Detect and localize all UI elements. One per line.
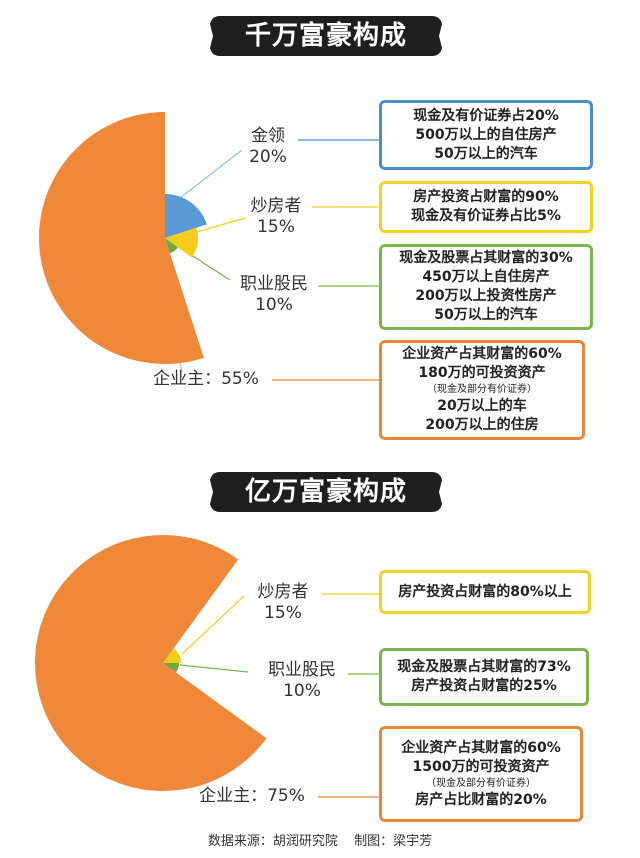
pie-slice-企业主 xyxy=(39,112,204,365)
pie-slice-职业股民 xyxy=(165,238,178,254)
info-box-qiye-1: 企业资产占其财富的60% 180万的可投资资产 （现金及部分有价证券） 20万以… xyxy=(379,340,585,440)
label-qiye-1: 企业主：55% xyxy=(140,369,272,390)
label-chaofang-2: 炒房者 15% xyxy=(246,582,320,624)
info-line: 现金及有价证券占20% xyxy=(413,107,559,124)
pie-slice-金领 xyxy=(165,194,207,238)
label-qiye-2: 企业主：75% xyxy=(186,786,318,807)
info-line: 50万以上的汽车 xyxy=(434,145,538,162)
pie-chart-1 xyxy=(39,112,207,365)
label-gumin-1: 职业股民 10% xyxy=(228,274,320,316)
pie-slice-企业主 xyxy=(34,535,267,791)
section-1-title: 千万富豪构成 xyxy=(244,21,407,51)
info-box-chaofang-1: 房产投资占财富的90% 现金及有价证券占比5% xyxy=(379,181,593,233)
footer-source: 数据来源：胡润研究院 xyxy=(207,834,338,849)
label-gumin-1-name: 职业股民 xyxy=(240,274,308,294)
label-qiye-2-name: 企业主：75% xyxy=(199,786,305,806)
footer-author: 制图：梁宇芳 xyxy=(354,834,433,849)
info-box-gumin-1: 现金及股票占其财富的30% 450万以上自住房产 200万以上投资性房产 50万… xyxy=(379,244,593,330)
section-2-title-banner: 亿万富豪构成 xyxy=(208,468,444,516)
info-line: 200万以上投资性房产 xyxy=(415,288,557,304)
label-jinling-pct: 20% xyxy=(249,147,287,167)
leader-line-chaofang-1 xyxy=(189,217,246,235)
label-chaofang-1-name: 炒房者 xyxy=(250,196,302,216)
label-chaofang-2-pct: 15% xyxy=(264,603,302,623)
leader-line-gumin-2 xyxy=(179,664,249,673)
label-gumin-2: 职业股民 10% xyxy=(256,660,348,702)
info-line: 450万以上自住房产 xyxy=(422,269,550,285)
info-line: 现金及股票占其财富的73% xyxy=(397,659,571,675)
leader-line-chaofang-2 xyxy=(181,595,245,655)
pie-slice-炒房者 xyxy=(163,648,181,663)
label-qiye-1-name: 企业主：55% xyxy=(153,369,259,389)
banner-shape xyxy=(210,16,442,56)
info-box-chaofang-2: 房产投资占财富的80%以上 xyxy=(379,570,591,614)
info-line: 50万以上的汽车 xyxy=(434,307,538,323)
label-gumin-2-name: 职业股民 xyxy=(268,660,336,680)
info-line: 180万的可投资资产 xyxy=(418,365,546,381)
banner-shape xyxy=(210,472,442,512)
leader-line-jinling xyxy=(179,149,243,199)
info-line: 企业资产占其财富的60% xyxy=(402,346,562,362)
info-box-gumin-2: 现金及股票占其财富的73% 房产投资占财富的25% xyxy=(379,648,589,706)
section-1-title-banner: 千万富豪构成 xyxy=(208,12,444,60)
info-line: 房产投资占财富的25% xyxy=(411,678,557,694)
label-chaofang-1: 炒房者 15% xyxy=(240,196,312,238)
info-line: 1500万的可投资资产 xyxy=(412,758,550,775)
info-box-jinling: 现金及有价证券占20% 500万以上的自住房产 50万以上的汽车 xyxy=(379,100,593,170)
footer: 数据来源：胡润研究院 制图：梁宇芳 xyxy=(0,830,640,849)
info-line: 200万以上的住房 xyxy=(425,417,539,433)
pie-chart-2 xyxy=(34,535,267,791)
info-line: 20万以上的车 xyxy=(437,398,527,414)
pie-slice-职业股民 xyxy=(163,663,179,673)
info-line: 500万以上的自住房产 xyxy=(415,126,557,143)
label-jinling-name: 金领 xyxy=(251,126,285,146)
info-box-qiye-2: 企业资产占其财富的60% 1500万的可投资资产 （现金及部分有价证券） 房产占… xyxy=(379,726,583,822)
info-note: （现金及部分有价证券） xyxy=(426,777,536,789)
info-line: 房产占比财富的20% xyxy=(415,791,547,808)
label-chaofang-1-pct: 15% xyxy=(257,217,295,237)
info-line: 房产投资占财富的80%以上 xyxy=(398,583,572,600)
label-gumin-1-pct: 10% xyxy=(255,295,293,315)
label-chaofang-2-name: 炒房者 xyxy=(257,582,309,602)
info-line: 企业资产占其财富的60% xyxy=(401,739,561,756)
info-line: 房产投资占财富的90% xyxy=(413,189,559,205)
label-gumin-2-pct: 10% xyxy=(283,681,321,701)
info-line: 现金及有价证券占比5% xyxy=(411,208,561,224)
info-line: 现金及股票占其财富的30% xyxy=(399,250,573,266)
pie-slice-炒房者 xyxy=(165,227,198,258)
info-note: （现金及部分有价证券） xyxy=(427,384,537,395)
section-2-title: 亿万富豪构成 xyxy=(244,477,407,507)
label-jinling: 金领 20% xyxy=(238,126,298,168)
